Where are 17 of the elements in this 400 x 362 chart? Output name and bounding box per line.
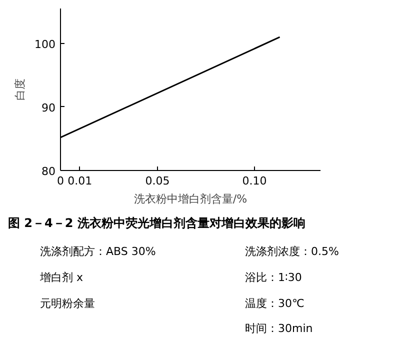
y-tick-label: 100 [34,38,56,51]
x-tick-label: 0.05 [145,174,170,188]
y-axis-title: 白度 [14,78,27,100]
text: 洗涤剂浓度：0.5% [245,244,339,260]
x-axis-title: 洗衣粉中增白剂含量/% [134,192,248,206]
y-tick-label: 90 [42,101,56,114]
text: 温度：30℃ [245,296,304,312]
y-tick-label: 80 [42,165,56,178]
text: 元明粉余量 [40,296,95,312]
text: 浴比：1∶30 [245,270,302,286]
x-tick-label: 0.10 [242,174,267,188]
text: 洗涤剂配方：ABS 30% [40,244,156,260]
x-tick-label: 0.01 [68,174,92,188]
text: 图 2－4－2 洗衣粉中荧光增白剂含量对增白效果的影响 [8,216,306,230]
x-tick-label: 0 [57,174,64,188]
text: 增白剂 x [40,270,84,286]
text: 时间：30min [245,321,313,337]
